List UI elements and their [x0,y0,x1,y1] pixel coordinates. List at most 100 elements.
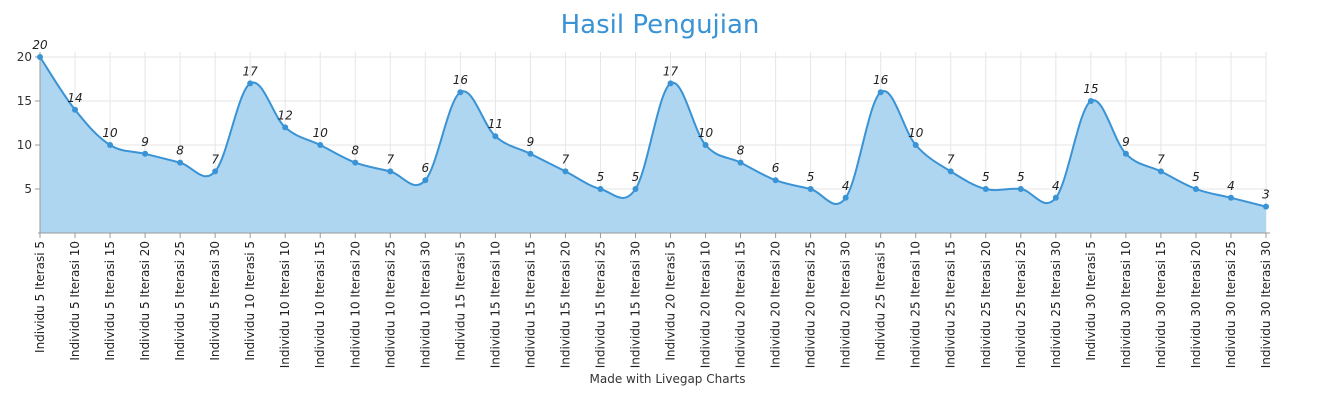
data-label: 5 [807,170,815,184]
data-label: 14 [67,91,82,105]
x-tick-label: Individu 5 Iterasi 10 [68,241,82,361]
data-point [702,142,709,148]
x-tick-label: Individu 30 Iterasi 5 [1084,241,1098,361]
data-label: 7 [386,152,394,166]
x-tick-label: Individu 20 Iterasi 25 [804,241,818,368]
x-tick-label: Individu 15 Iterasi 10 [488,241,502,368]
data-point [947,168,954,175]
data-point [772,177,779,184]
data-label: 7 [947,152,955,166]
x-tick-label: Individu 10 Iterasi 25 [383,241,397,368]
data-point [317,142,324,148]
data-label: 16 [873,73,889,87]
x-tick-label: Individu 20 Iterasi 10 [699,241,713,368]
x-tick-label: Individu 10 Iterasi 20 [348,241,362,368]
data-point [142,150,149,157]
y-tick-label: 10 [17,138,32,152]
data-label: 4 [842,179,850,193]
data-point [877,89,884,96]
data-label: 9 [141,135,149,149]
axis-layer: 5 10 15 20 Individu 5 Iterasi 5 Individu 5 It… [17,50,1273,368]
x-tick-label: Individu 10 Iterasi 15 [313,241,327,368]
x-tick-label: Individu 30 Iterasi 10 [1119,241,1133,368]
data-point [72,106,79,113]
data-label: 11 [488,117,503,131]
data-point [912,142,919,148]
data-label: 7 [211,152,219,166]
data-label: 9 [527,135,535,149]
data-label: 15 [1083,82,1098,96]
data-point [1157,168,1164,175]
x-tick-label: Individu 25 Iterasi 15 [944,241,958,368]
data-point [457,89,464,96]
data-label: 5 [597,170,605,184]
data-label: 4 [1052,179,1060,193]
data-point [562,168,569,175]
x-tick-label: Individu 15 Iterasi 25 [593,241,607,368]
data-label: 5 [1192,170,1200,184]
data-point [527,150,534,157]
x-tick-label: Individu 10 Iterasi 10 [278,241,292,368]
y-tick-label: 5 [24,182,32,196]
x-tick-label: Individu 25 Iterasi 10 [909,241,923,368]
data-label: 4 [1227,179,1235,193]
data-point [247,80,254,87]
data-label: 5 [632,170,640,184]
data-point [212,168,219,175]
chart-title: Hasil Pengujian [560,10,760,40]
data-label: 16 [453,73,469,87]
data-label: 5 [1017,170,1025,184]
data-point [842,194,849,201]
x-tick-label: Individu 5 Iterasi 30 [208,241,222,361]
x-tick-label: Individu 15 Iterasi 20 [558,241,572,368]
data-point [387,168,394,175]
x-tick-label: Individu 25 Iterasi 30 [1049,241,1063,368]
data-label: 8 [737,144,745,158]
data-label: 10 [698,126,714,140]
data-label: 17 [243,64,259,78]
data-label: 20 [32,38,48,52]
data-label: 12 [278,108,293,122]
data-point [1192,186,1199,192]
label-layer: 20 14 10 9 8 7 17 12 10 8 7 6 16 11 9 7 5 5 17 10 8 6 5 4 16 10 7 5… [32,38,1269,202]
x-tick-label: Individu 5 Iterasi 5 [33,241,47,353]
x-tick-label: Individu 5 Iterasi 20 [138,241,152,361]
data-label: 7 [562,152,570,166]
data-label: 9 [1122,135,1130,149]
data-point [37,54,43,60]
data-point [177,159,184,166]
data-label: 8 [351,144,359,158]
data-point [1227,194,1234,201]
point-layer [37,54,1269,210]
y-tick-label: 20 [17,50,32,64]
data-point [597,186,604,192]
data-point [632,186,639,192]
x-tick-label: Individu 30 Iterasi 20 [1189,241,1203,368]
x-tick-label: Individu 20 Iterasi 30 [839,241,853,368]
data-point [1122,150,1129,157]
data-label: 5 [982,170,990,184]
x-tick-label: Individu 25 Iterasi 20 [979,241,993,368]
data-point [352,159,359,166]
x-tick-label: Individu 5 Iterasi 15 [103,241,117,361]
data-label: 10 [102,126,118,140]
x-tick-label: Individu 10 Iterasi 30 [418,241,432,368]
x-tick-label: Individu 20 Iterasi 20 [769,241,783,368]
x-tick-label: Individu 30 Iterasi 30 [1259,241,1273,368]
x-tick-label: Individu 30 Iterasi 15 [1154,241,1168,368]
data-label: 8 [176,144,184,158]
area-fill [40,57,1266,233]
data-label: 6 [772,161,780,175]
x-tick-label: Individu 25 Iterasi 5 [874,241,888,361]
x-tick-label: Individu 25 Iterasi 25 [1014,241,1028,368]
data-point [982,186,989,192]
data-point [422,177,429,184]
data-point [282,124,289,131]
data-point [1052,194,1059,201]
x-tick-label: Individu 5 Iterasi 25 [173,241,187,361]
data-label: 7 [1157,152,1165,166]
data-point [1087,98,1094,104]
data-point [1017,186,1024,192]
data-point [667,80,674,87]
